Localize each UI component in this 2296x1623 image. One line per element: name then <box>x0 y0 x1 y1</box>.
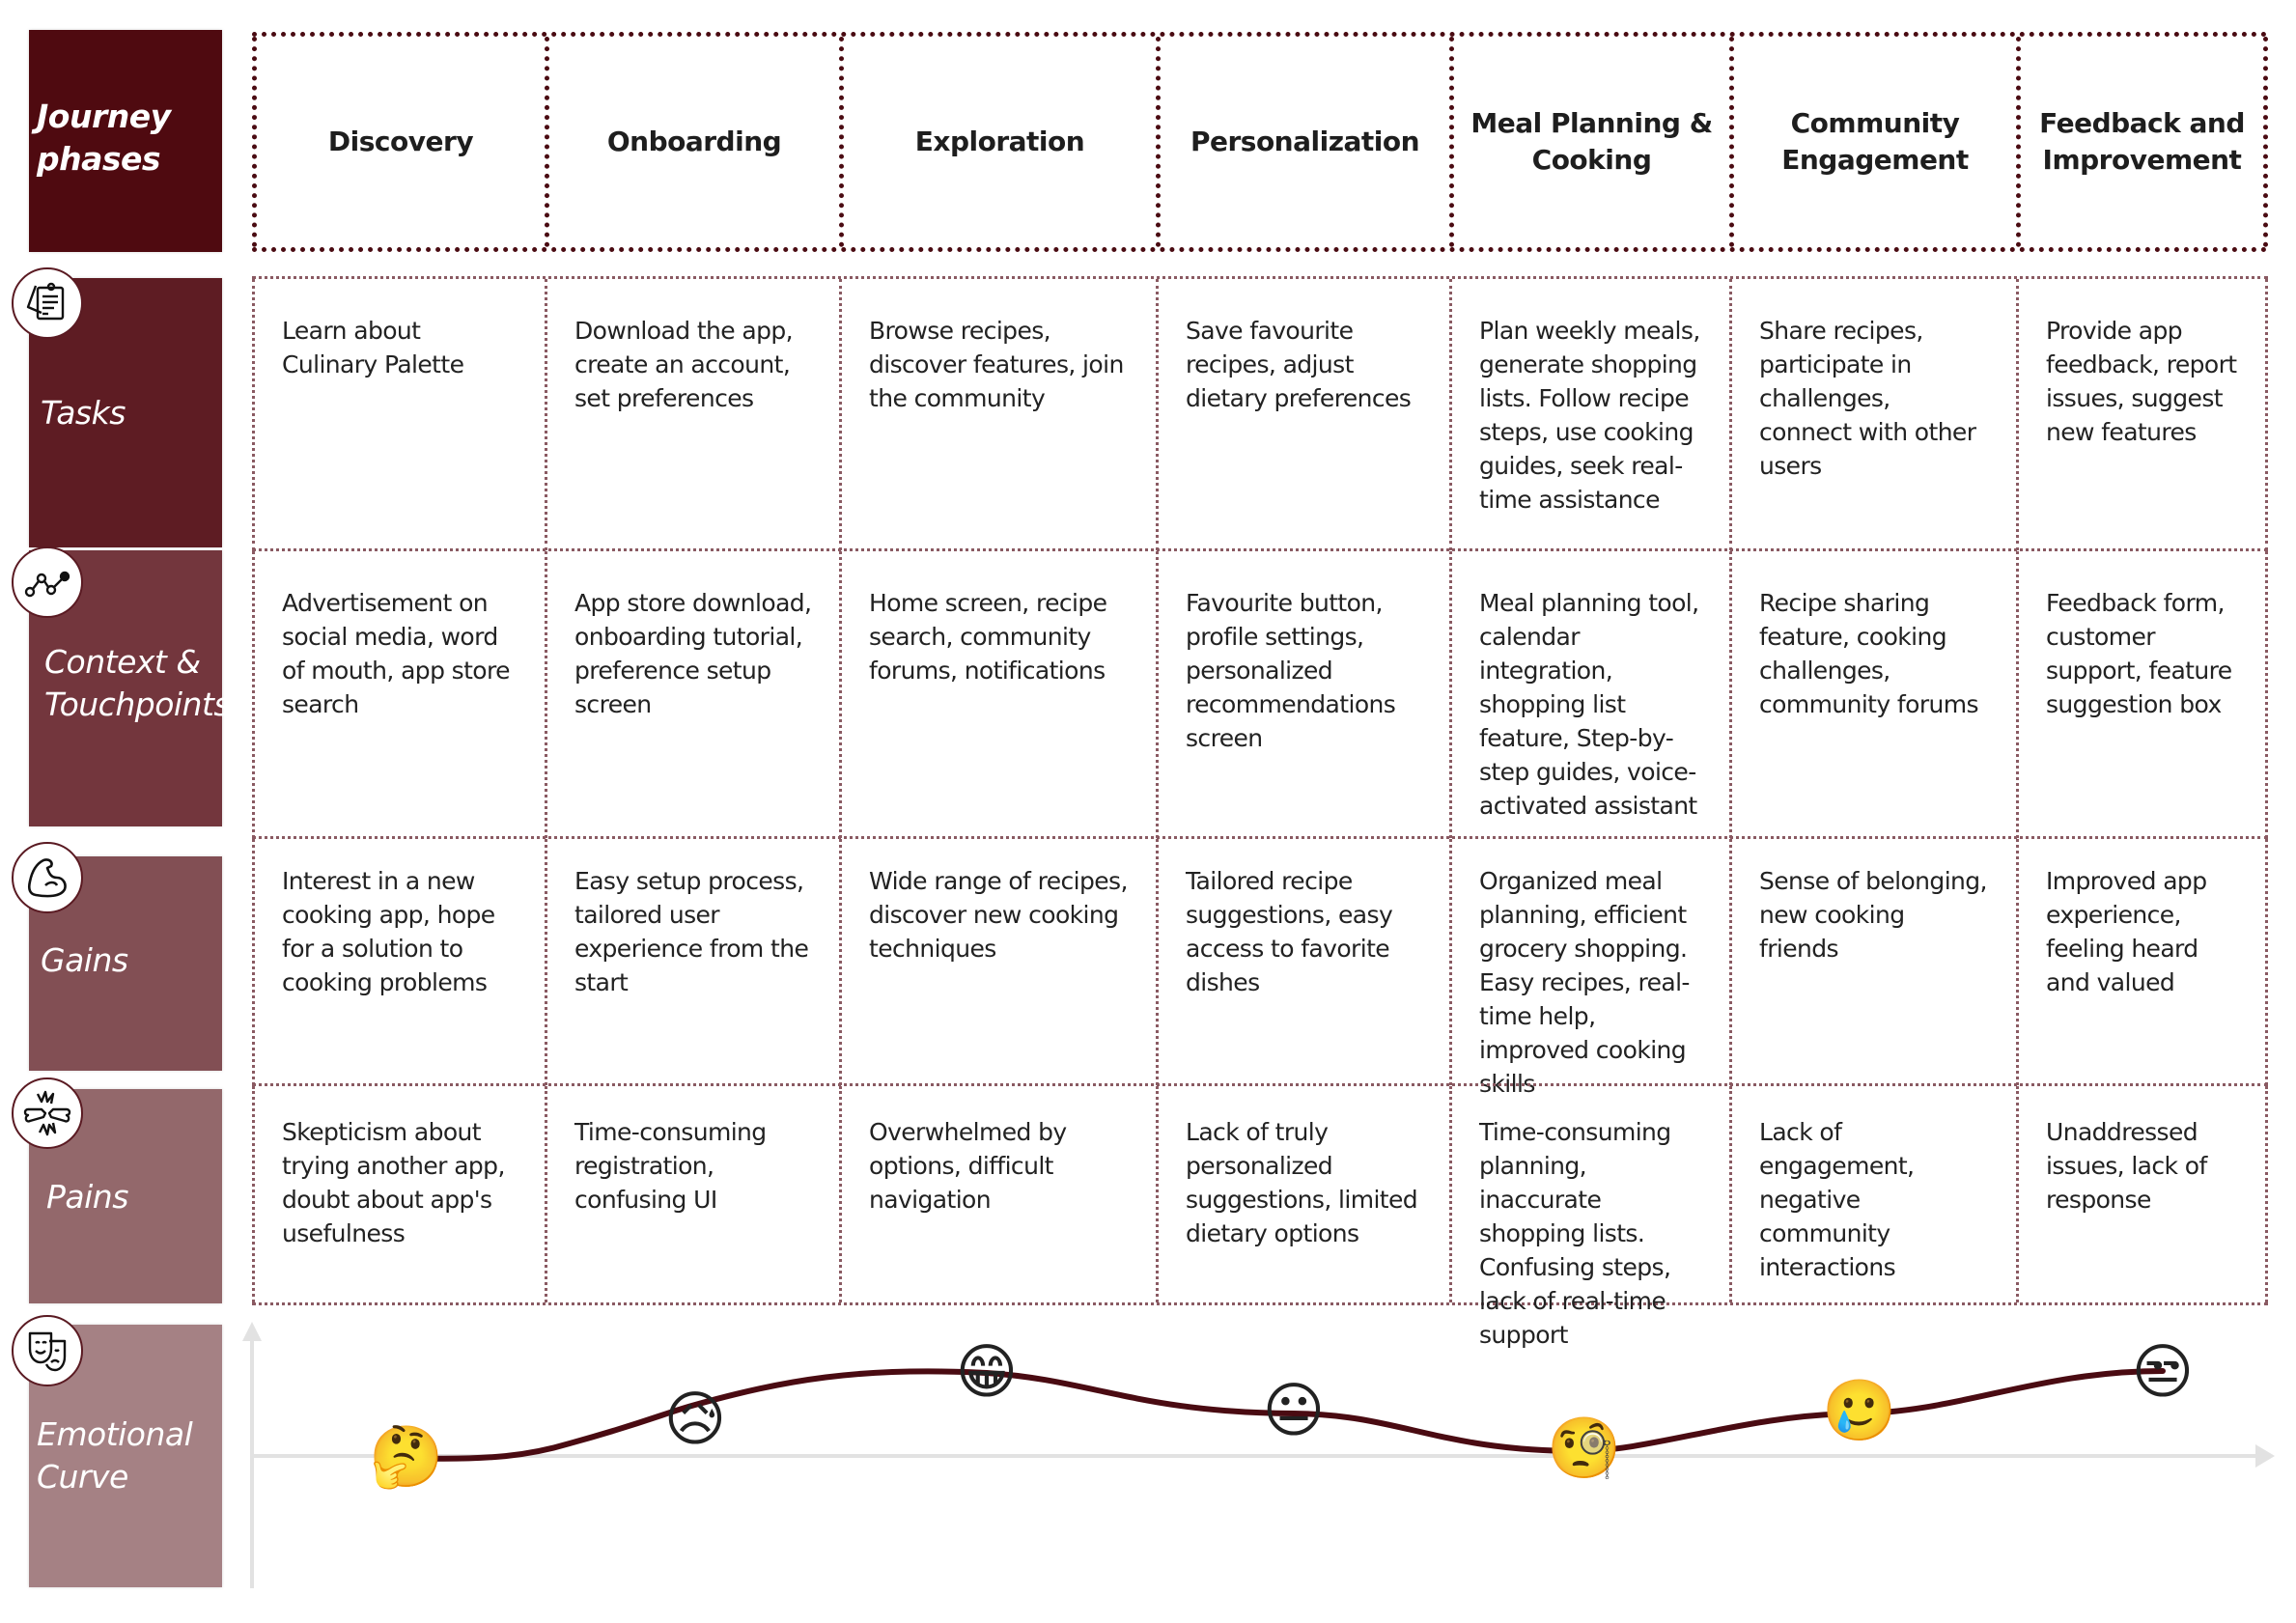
sad-relieved-face-icon: 😥 <box>663 1386 727 1453</box>
context-cell: Feedback form, customer support, feature… <box>2016 551 2268 838</box>
context-cell: Recipe sharing feature, cooking challeng… <box>1729 551 2016 838</box>
pains-cell: Time-consuming registration, confusing U… <box>545 1086 839 1302</box>
task-cell: Download the app, create an account, set… <box>545 279 839 550</box>
pains-cell: Time-consuming planning, inaccurate shop… <box>1449 1086 1729 1349</box>
label-tasks-text: Tasks <box>41 394 126 432</box>
pains-row: Skepticism about trying another app, dou… <box>252 1083 2268 1349</box>
gains-cell: Sense of belonging, new cooking friends <box>1729 839 2016 1085</box>
gains-cell: Organized meal planning, efficient groce… <box>1449 839 1729 1098</box>
phase-onboarding: Onboarding <box>545 37 839 247</box>
phase-exploration: Exploration <box>839 37 1156 247</box>
task-cell: Plan weekly meals, generate shopping lis… <box>1449 279 1729 550</box>
tasks-row: Learn about Culinary Palette Download th… <box>252 276 2268 550</box>
pains-cell: Overwhelmed by options, difficult naviga… <box>839 1086 1156 1302</box>
label-gains-text: Gains <box>41 941 128 979</box>
gains-cell: Wide range of recipes, discover new cook… <box>839 839 1156 1085</box>
phase-feedback: Feedback and Improvement <box>2016 37 2268 247</box>
context-cell: Home screen, recipe search, community fo… <box>839 551 1156 838</box>
gains-cell: Easy setup process, tailored user experi… <box>545 839 839 1085</box>
phases-header-row: Discovery Onboarding Exploration Persona… <box>252 32 2268 252</box>
flexed-bicep-icon <box>12 842 83 913</box>
broken-bone-icon <box>12 1077 83 1149</box>
context-cell: App store download, onboarding tutorial,… <box>545 551 839 838</box>
phase-community: Community Engagement <box>1729 37 2016 247</box>
phase-meal-planning: Meal Planning & Cooking <box>1449 37 1729 247</box>
emotion-curve-line <box>400 1368 2166 1462</box>
task-cell: Share recipes, participate in challenges… <box>1729 279 2016 550</box>
gains-cell: Interest in a new cooking app, hope for … <box>252 839 545 1085</box>
grinning-face-icon: 😁 <box>955 1339 1019 1406</box>
label-context-text: Context & Touchpoints <box>44 643 231 723</box>
emotional-curve-chart: 🤔 😥 😁 😐 🧐 🥲 😒 <box>241 1318 2296 1598</box>
y-axis <box>242 1322 262 1588</box>
label-pains: Pains <box>29 1089 222 1303</box>
pains-cell: Skepticism about trying another app, dou… <box>252 1086 545 1302</box>
pains-cell: Lack of engagement, negative community i… <box>1729 1086 2016 1302</box>
context-cell: Favourite button, profile settings, pers… <box>1156 551 1449 838</box>
x-axis <box>252 1444 2275 1468</box>
unamused-face-icon: 😒 <box>2131 1339 2195 1406</box>
task-cell: Save favourite recipes, adjust dietary p… <box>1156 279 1449 550</box>
connected-nodes-icon <box>12 546 83 618</box>
neutral-face-icon: 😐 <box>1262 1378 1326 1444</box>
thinking-face-icon: 🤔 <box>369 1424 444 1491</box>
label-journey-phases-text: Journey phases <box>37 98 171 178</box>
task-cell: Browse recipes, discover features, join … <box>839 279 1156 550</box>
smiling-tear-face-icon: 🥲 <box>1822 1378 1897 1444</box>
theater-masks-icon <box>12 1315 83 1386</box>
pains-cell: Lack of truly personalized suggestions, … <box>1156 1086 1449 1302</box>
gains-cell: Tailored recipe suggestions, easy access… <box>1156 839 1449 1085</box>
clipboard-notes-icon <box>12 267 83 339</box>
task-cell: Learn about Culinary Palette <box>252 279 545 550</box>
task-cell: Provide app feedback, report issues, sug… <box>2016 279 2268 550</box>
label-journey-phases: Journey phases <box>29 30 222 252</box>
phase-personalization: Personalization <box>1156 37 1449 247</box>
gains-row: Interest in a new cooking app, hope for … <box>252 836 2268 1098</box>
context-cell: Advertisement on social media, word of m… <box>252 551 545 838</box>
gains-cell: Improved app experience, feeling heard a… <box>2016 839 2268 1085</box>
pains-cell: Unaddressed issues, lack of response <box>2016 1086 2268 1302</box>
context-cell: Meal planning tool, calendar integration… <box>1449 551 1729 838</box>
phase-discovery: Discovery <box>252 37 545 247</box>
label-pains-text: Pains <box>46 1178 128 1216</box>
monocle-face-icon: 🧐 <box>1547 1415 1622 1482</box>
label-emotional-text: Emotional Curve <box>37 1415 193 1496</box>
context-row: Advertisement on social media, word of m… <box>252 548 2268 838</box>
